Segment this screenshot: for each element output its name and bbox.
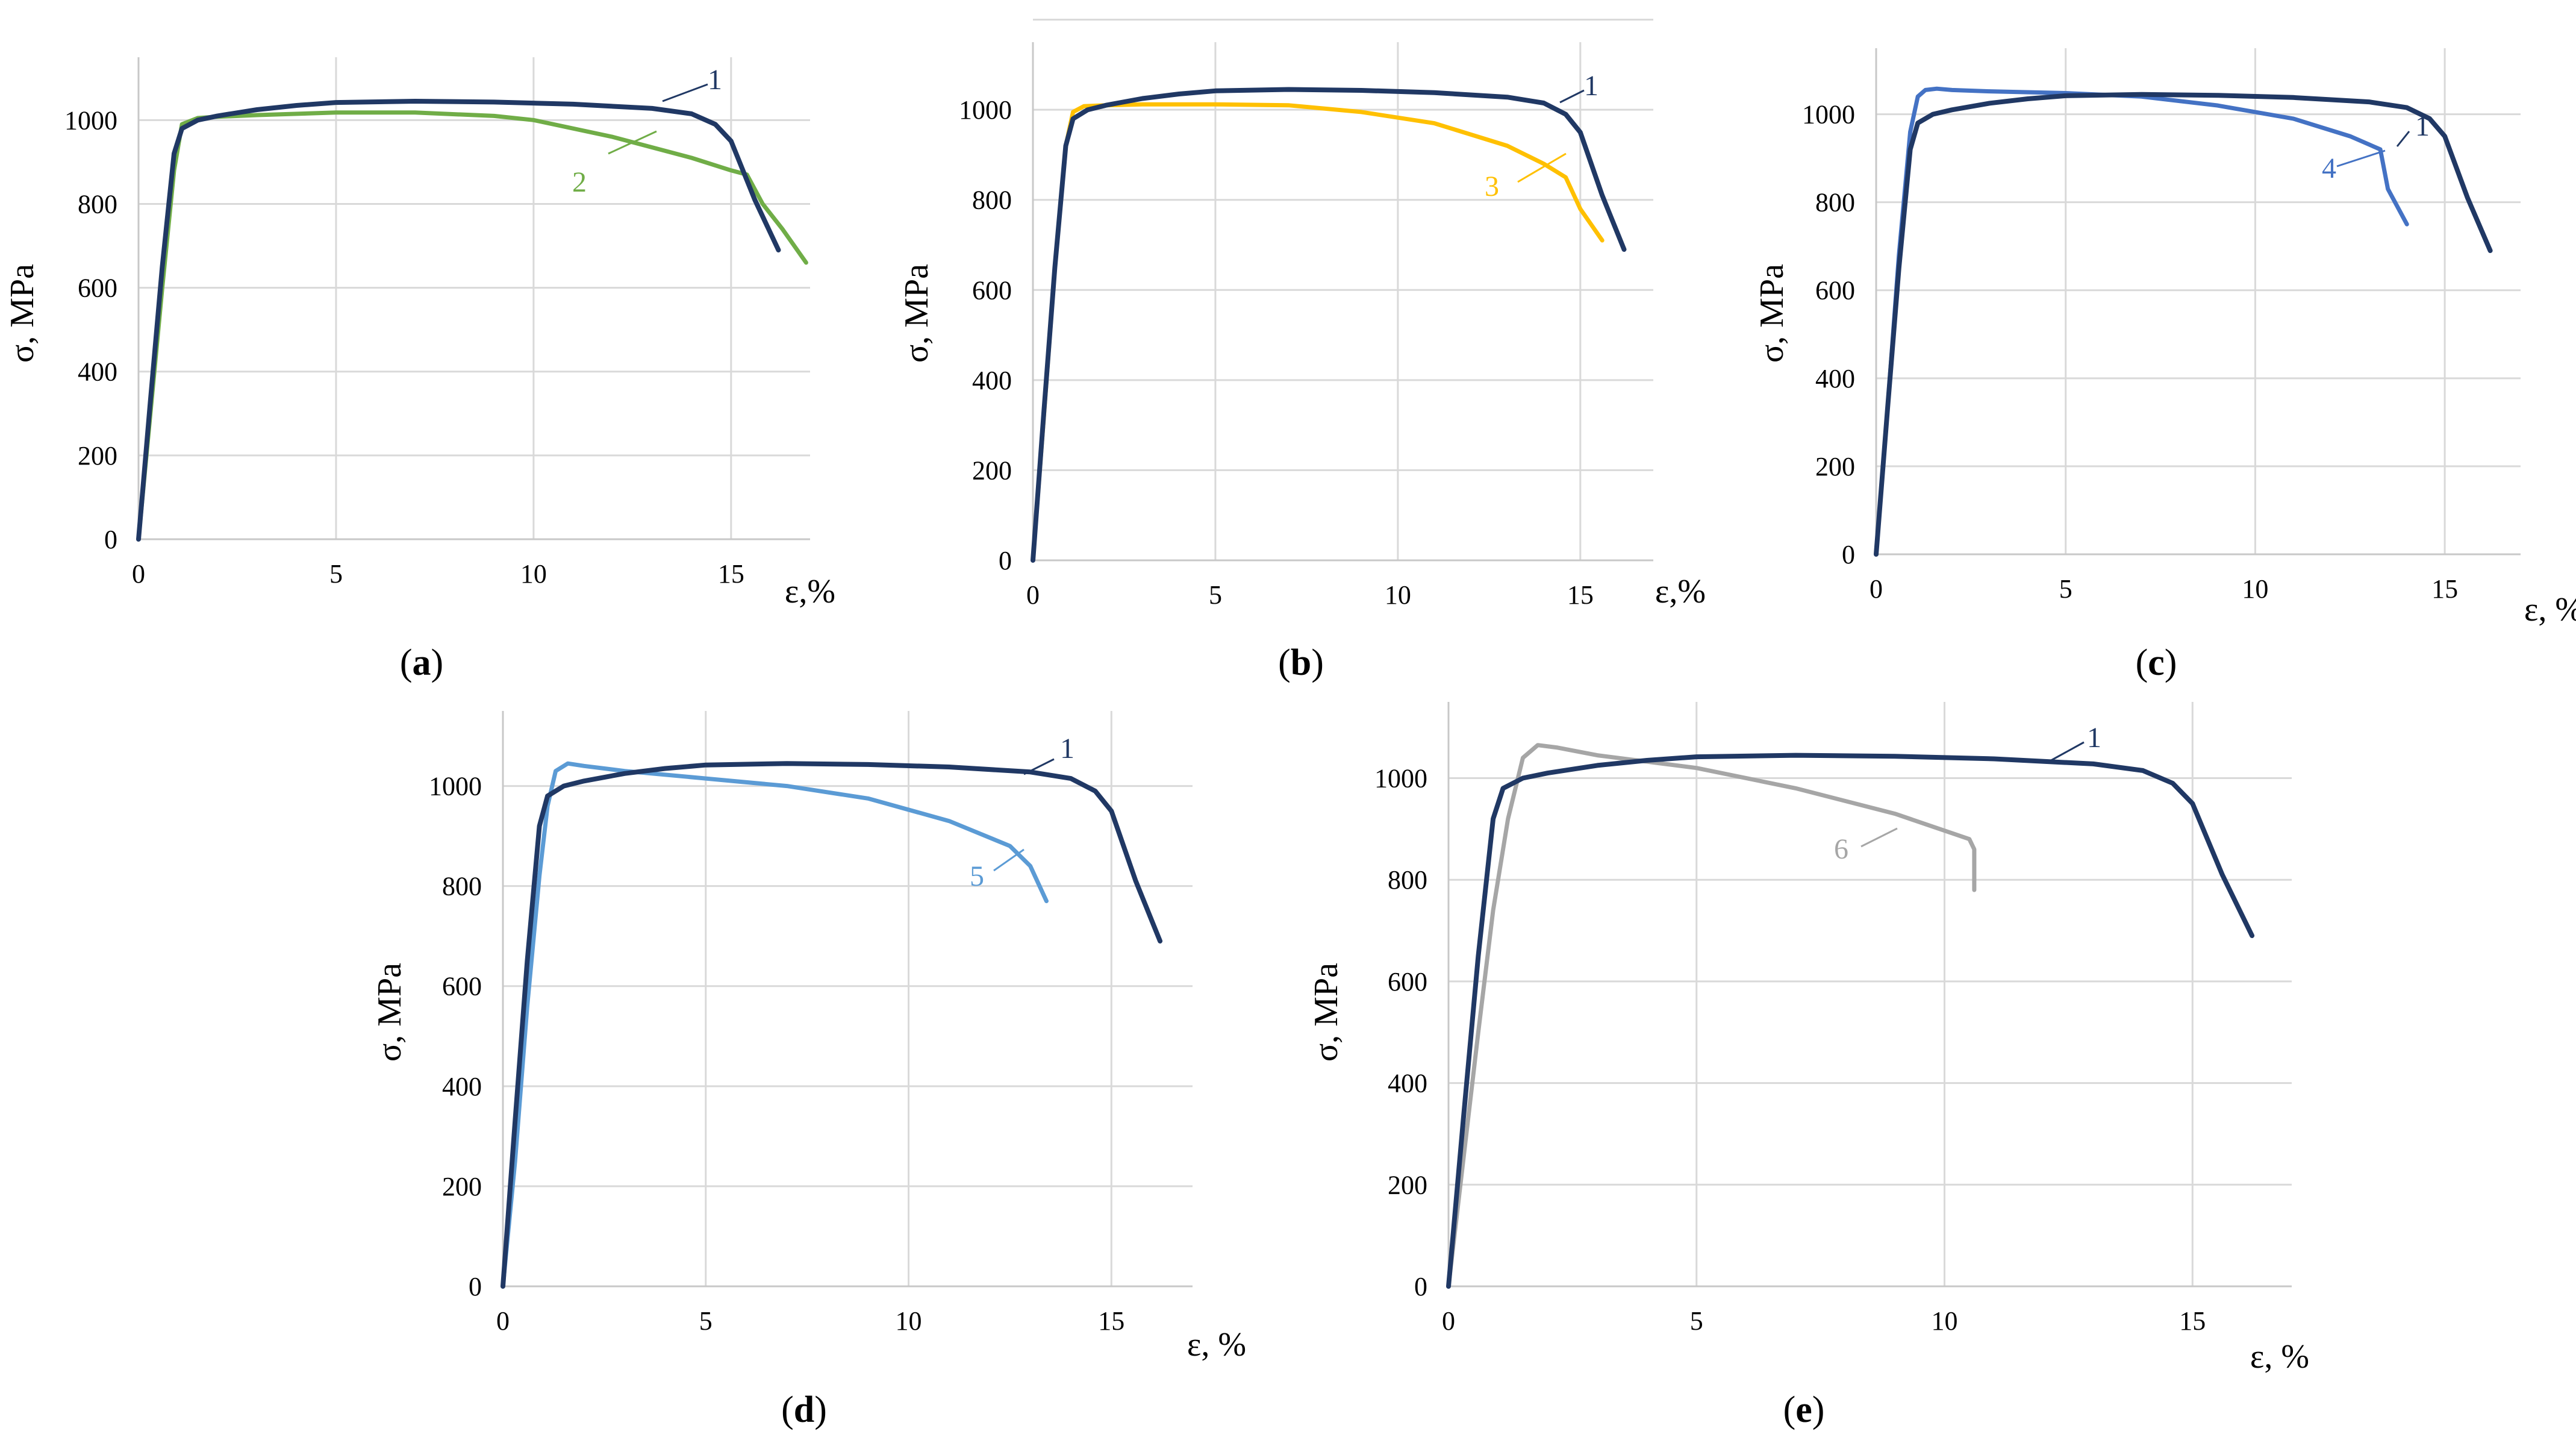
panel-d-x-tick-label: 10 [896, 1306, 922, 1336]
panel-b-y-tick-label: 200 [972, 455, 1012, 485]
panel-e-series-6-leader [1860, 827, 1898, 848]
panel-d-x-tick-label: 5 [699, 1306, 713, 1336]
panel-b-x-tick-label: 15 [1567, 580, 1594, 610]
panel-a-x-axis-label: ε,% [785, 573, 835, 610]
panel-c-x-tick-label: 10 [2242, 574, 2268, 604]
panel-b-y-tick-label: 0 [999, 546, 1012, 575]
panel-d-y-tick-label: 200 [442, 1172, 482, 1201]
panel-d-y-tick-label: 600 [442, 972, 482, 1001]
panel-b-x-tick-label: 10 [1385, 580, 1411, 610]
panel-b-y-tick-label: 1000 [959, 95, 1012, 125]
panel-b-y-tick-label: 400 [972, 366, 1012, 395]
panel-c-x-tick-label: 5 [2059, 574, 2072, 604]
panel-e-x-tick-label: 15 [2179, 1306, 2206, 1336]
panel-d-label: (d) [781, 1389, 827, 1430]
panel-e-y-tick-label: 200 [1388, 1170, 1427, 1200]
panel-c-y-tick-label: 0 [1842, 540, 1855, 569]
panel-d-x-axis-label: ε, % [1187, 1326, 1246, 1363]
panel-c-x-tick-label: 0 [1870, 574, 1883, 604]
panel-c-label: (c) [2136, 642, 2177, 683]
panel-a-label: (a) [400, 642, 443, 683]
panel-e-y-tick-label: 600 [1388, 967, 1427, 997]
panel-b-series-1-label: 1 [1584, 70, 1598, 102]
panel-e-x-tick-label: 10 [1932, 1306, 1958, 1336]
panel-a-series-1-leader [662, 83, 708, 102]
panel-c-y-tick-label: 800 [1815, 188, 1855, 218]
panel-a-y-tick-label: 1000 [64, 105, 117, 135]
panel-d-y-axis-label: σ, MPa [371, 963, 408, 1062]
panel-b-y-axis-label: σ, MPa [898, 264, 935, 363]
panel-e-x-tick-label: 0 [1442, 1306, 1455, 1336]
panel-a-y-tick-label: 400 [78, 357, 117, 387]
panel-a-x-tick-label: 15 [718, 559, 744, 589]
panel-d-series-5-leader [993, 848, 1024, 872]
panel-d-y-tick-label: 1000 [429, 772, 482, 801]
panel-e-series-1-label: 1 [2087, 722, 2101, 754]
panel-b-series-3-label: 3 [1485, 171, 1499, 202]
panel-c-x-tick-label: 15 [2431, 574, 2458, 604]
panel-a-y-axis-label: σ, MPa [4, 264, 41, 363]
panel-d-y-tick-label: 0 [469, 1272, 482, 1301]
panel-c-y-axis-label: σ, MPa [1753, 264, 1791, 363]
panel-c-y-tick-label: 400 [1815, 364, 1855, 393]
panel-c-y-tick-label: 1000 [1802, 100, 1855, 130]
panel-b-y-tick-label: 600 [972, 275, 1012, 305]
panel-a-series-2-line [136, 110, 808, 542]
panel-a-x-tick-label: 10 [520, 559, 547, 589]
panel-c-series-4-label: 4 [2322, 152, 2336, 184]
panel-b-label: (b) [1278, 642, 1324, 683]
panel-a-y-tick-label: 800 [78, 189, 117, 219]
panel-c-series-1-line [1874, 92, 2493, 557]
panel-b-x-tick-label: 0 [1026, 580, 1040, 610]
panel-d-y-tick-label: 400 [442, 1072, 482, 1101]
panel-e-x-axis-label: ε, % [2250, 1338, 2309, 1375]
panel-c-y-tick-label: 200 [1815, 452, 1855, 481]
panel-a-x-tick-label: 5 [329, 559, 343, 589]
panel-e-y-axis-label: σ, MPa [1308, 963, 1345, 1062]
panel-d-series-5-label: 5 [970, 860, 984, 892]
panel-e-label: (e) [1783, 1389, 1825, 1430]
panel-e-series-6-label: 6 [1834, 833, 1848, 865]
panel-e-series-1-leader [2047, 741, 2085, 763]
panel-b-x-axis-label: ε,% [1655, 573, 1706, 610]
panel-a-y-tick-label: 0 [104, 525, 117, 554]
panel-a-x-tick-label: 0 [132, 559, 145, 589]
panel-a-series-2-leader [608, 130, 657, 155]
panel-a-series-1-line [136, 99, 781, 542]
panel-e-y-tick-label: 0 [1414, 1272, 1427, 1301]
panel-d-x-tick-label: 0 [496, 1306, 510, 1336]
panel-a-series-1-label: 1 [708, 64, 722, 96]
panel-e-series-6-line [1446, 743, 1977, 1289]
panel-a-series-2-label: 2 [572, 166, 587, 198]
panel-b-series-3-line [1031, 102, 1605, 563]
panel-d-series-1-leader [1023, 758, 1055, 775]
panel-d-series-1-label: 1 [1060, 733, 1074, 765]
panel-e-x-tick-label: 5 [1690, 1306, 1703, 1336]
panel-d-series-1-line [501, 761, 1163, 1289]
panel-e-y-tick-label: 800 [1388, 865, 1427, 895]
panel-a-y-tick-label: 200 [78, 441, 117, 471]
panel-d-y-tick-label: 800 [442, 872, 482, 901]
panel-e-series-1-line [1446, 753, 2255, 1289]
panel-d-series-5-line [501, 761, 1049, 1289]
panel-e-y-tick-label: 1000 [1374, 764, 1427, 793]
panel-b-series-1-leader [1559, 89, 1585, 104]
panel-b-y-tick-label: 800 [972, 186, 1012, 215]
panel-c-series-1-label: 1 [2415, 110, 2430, 142]
panel-d-x-tick-label: 15 [1098, 1306, 1124, 1336]
panel-c-x-axis-label: ε, % [2524, 591, 2576, 628]
panel-a-y-tick-label: 600 [78, 274, 117, 303]
panel-c-series-4-leader [2336, 149, 2386, 167]
panel-c-y-tick-label: 600 [1815, 276, 1855, 305]
panel-c-series-1-leader [2396, 131, 2410, 147]
panel-e-y-tick-label: 400 [1388, 1069, 1427, 1098]
panel-b-series-3-leader [1517, 152, 1567, 183]
panel-b-series-1-line [1031, 87, 1627, 563]
panel-b-x-tick-label: 5 [1209, 580, 1222, 610]
